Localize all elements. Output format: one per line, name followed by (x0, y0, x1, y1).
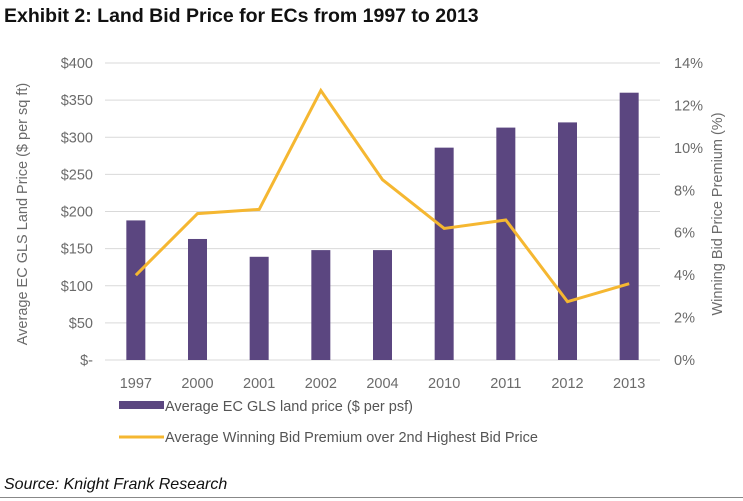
y-right-tick-label: 4% (674, 268, 695, 284)
x-tick-label: 2002 (305, 376, 337, 392)
x-tick-label: 1997 (120, 376, 152, 392)
y-left-tick-label: $400 (61, 56, 93, 72)
x-tick-label: 2010 (428, 376, 460, 392)
bar (373, 250, 392, 360)
y-left-axis-title: Average EC GLS Land Price ($ per sq ft) (15, 83, 31, 345)
y-left-tick-label: $200 (61, 205, 93, 221)
y-left-tick-label: $100 (61, 279, 93, 295)
y-right-tick-label: 12% (674, 98, 703, 114)
legend-label-line: Average Winning Bid Premium over 2nd Hig… (165, 430, 538, 446)
x-tick-label: 2001 (243, 376, 275, 392)
y-left-tick-label: $250 (61, 167, 93, 183)
y-left-tick-label: $- (80, 353, 93, 369)
y-right-tick-label: 6% (674, 226, 695, 242)
chart-title: Exhibit 2: Land Bid Price for ECs from 1… (4, 5, 479, 27)
x-tick-label: 2011 (490, 376, 521, 392)
y-left-tick-label: $300 (61, 130, 93, 146)
divider (0, 497, 743, 498)
x-axis: 1997 2000 2001 2002 2004 2010 2011 2012 2013 (120, 376, 646, 392)
y-left-tick-label: $350 (61, 93, 93, 109)
y-right-tick-label: 10% (674, 141, 703, 157)
legend-swatch-bar (119, 401, 164, 409)
y-right-axis-title: Winning Bid Price Premium (%) (710, 112, 726, 315)
x-tick-label: 2000 (181, 376, 213, 392)
y-right-tick-label: 8% (674, 183, 695, 199)
x-tick-label: 2012 (551, 376, 583, 392)
bar (496, 127, 516, 360)
bar-series (126, 92, 639, 361)
source-note: Source: Knight Frank Research (4, 476, 228, 493)
bar (434, 147, 454, 360)
y-left-tick-label: $150 (61, 242, 93, 258)
bar (126, 220, 146, 360)
x-tick-label: 2013 (613, 376, 645, 392)
x-tick-label: 2004 (366, 376, 398, 392)
bar (311, 250, 331, 360)
y-right-axis: 0% 2% 4% 6% 8% 10% 12% 14% (674, 56, 703, 369)
y-left-tick-label: $50 (69, 316, 93, 332)
bar (619, 92, 639, 360)
y-right-tick-label: 2% (674, 311, 695, 327)
line-series (134, 87, 630, 304)
y-right-tick-label: 0% (674, 353, 695, 369)
bar (249, 256, 269, 360)
legend-label-bar: Average EC GLS land price ($ per psf) (165, 399, 413, 415)
legend: Average EC GLS land price ($ per psf) Av… (119, 399, 538, 446)
y-right-tick-label: 14% (674, 56, 703, 72)
bar (188, 238, 207, 360)
y-left-axis: $- $50 $100 $150 $200 $250 $300 $350 $400 (61, 56, 93, 369)
bar (558, 122, 577, 361)
